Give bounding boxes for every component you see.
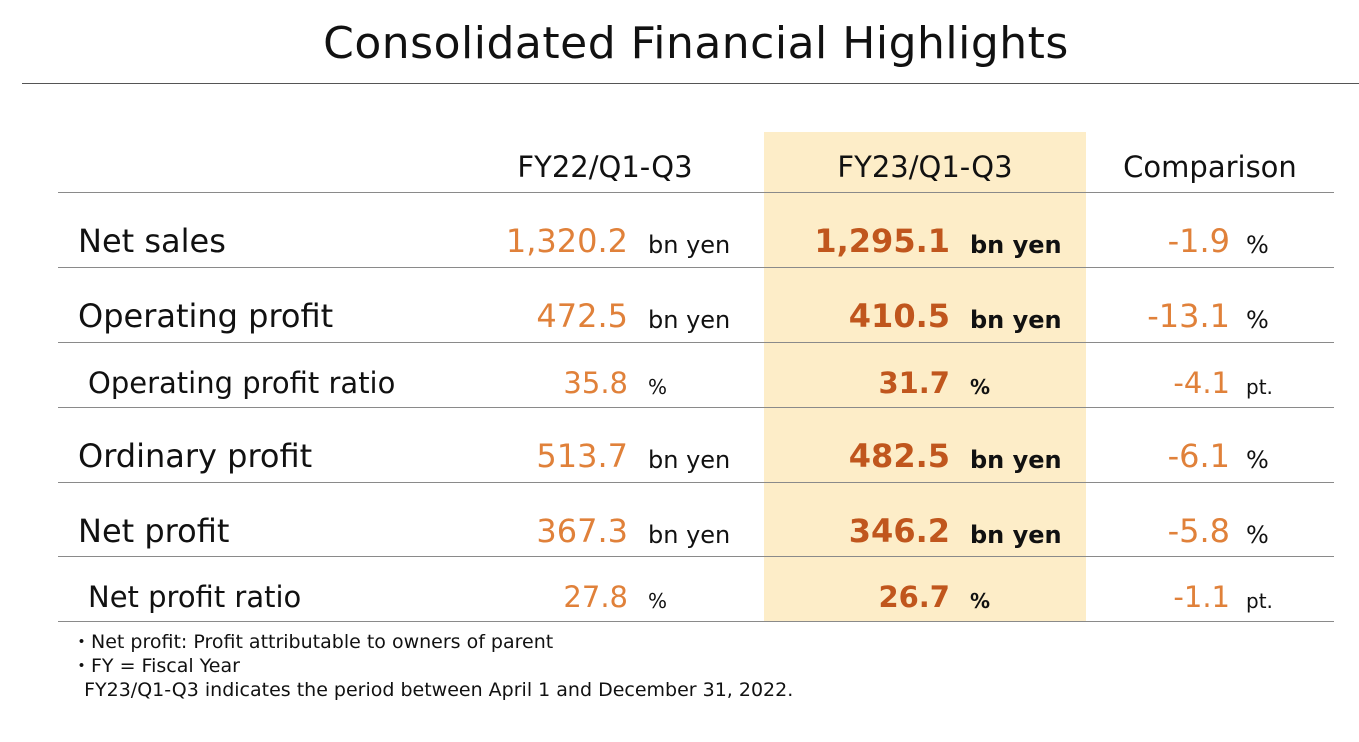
row-label: Net profit: [78, 512, 230, 550]
fy23-value: 410.5: [848, 297, 950, 335]
fy22-value: 472.5: [536, 297, 628, 335]
row-label: Ordinary profit: [78, 437, 313, 475]
fy23-value: 31.7: [878, 366, 950, 400]
row-divider: [58, 482, 1334, 483]
fy22-value: 27.8: [563, 580, 628, 614]
column-header-comparison: Comparison: [1123, 150, 1297, 184]
fy22-value: 513.7: [536, 437, 628, 475]
fy23-value: 1,295.1: [814, 222, 950, 260]
fy23-unit: bn yen: [970, 446, 1062, 474]
column-header-fy23: FY23/Q1-Q3: [837, 150, 1013, 184]
comparison-value: -4.1: [1173, 366, 1230, 400]
fy22-value: 1,320.2: [505, 222, 628, 260]
fy22-unit: %: [648, 589, 668, 613]
fy23-unit: bn yen: [970, 521, 1062, 549]
fy23-value: 482.5: [848, 437, 950, 475]
row-divider: [58, 342, 1334, 343]
title-divider: [22, 83, 1359, 84]
column-header-fy22: FY22/Q1-Q3: [517, 150, 693, 184]
fy22-value: 35.8: [563, 366, 628, 400]
fy23-value: 346.2: [848, 512, 950, 550]
fy23-value: 26.7: [878, 580, 950, 614]
comparison-unit: pt.: [1246, 589, 1273, 613]
comparison-value: -1.1: [1173, 580, 1230, 614]
comparison-unit: %: [1246, 521, 1269, 549]
row-divider: [58, 267, 1334, 268]
comparison-value: -5.8: [1167, 512, 1230, 550]
comparison-value: -6.1: [1167, 437, 1230, 475]
row-label: Net sales: [78, 222, 226, 260]
fy23-unit: bn yen: [970, 231, 1062, 259]
row-label: Operating profit: [78, 297, 334, 335]
page-title: Consolidated Financial Highlights: [323, 18, 1069, 69]
fy23-column-highlight: [764, 132, 1086, 622]
comparison-unit: %: [1246, 231, 1269, 259]
footnote-net-profit: ・Net profit: Profit attributable to owne…: [72, 631, 554, 653]
fy23-unit: %: [970, 589, 991, 613]
fy22-unit: bn yen: [648, 231, 731, 259]
fy23-unit: %: [970, 375, 991, 399]
fy22-unit: bn yen: [648, 521, 731, 549]
row-label: Operating profit ratio: [88, 366, 396, 400]
fy22-value: 367.3: [536, 512, 628, 550]
comparison-unit: %: [1246, 446, 1269, 474]
row-divider: [58, 556, 1334, 557]
header-divider: [58, 192, 1334, 193]
comparison-value: -1.9: [1167, 222, 1230, 260]
table-bottom-divider: [58, 621, 1334, 622]
comparison-unit: pt.: [1246, 375, 1273, 399]
fy22-unit: bn yen: [648, 306, 731, 334]
fy22-unit: bn yen: [648, 446, 731, 474]
footnote-period: FY23/Q1-Q3 indicates the period between …: [72, 679, 794, 701]
comparison-unit: %: [1246, 306, 1269, 334]
fy22-unit: %: [648, 375, 668, 399]
fy23-unit: bn yen: [970, 306, 1062, 334]
row-label: Net profit ratio: [88, 580, 302, 614]
footnote-fy: ・FY = Fiscal Year: [72, 655, 240, 677]
row-divider: [58, 407, 1334, 408]
footnotes: ・Net profit: Profit attributable to owne…: [72, 630, 793, 702]
comparison-value: -13.1: [1147, 297, 1230, 335]
